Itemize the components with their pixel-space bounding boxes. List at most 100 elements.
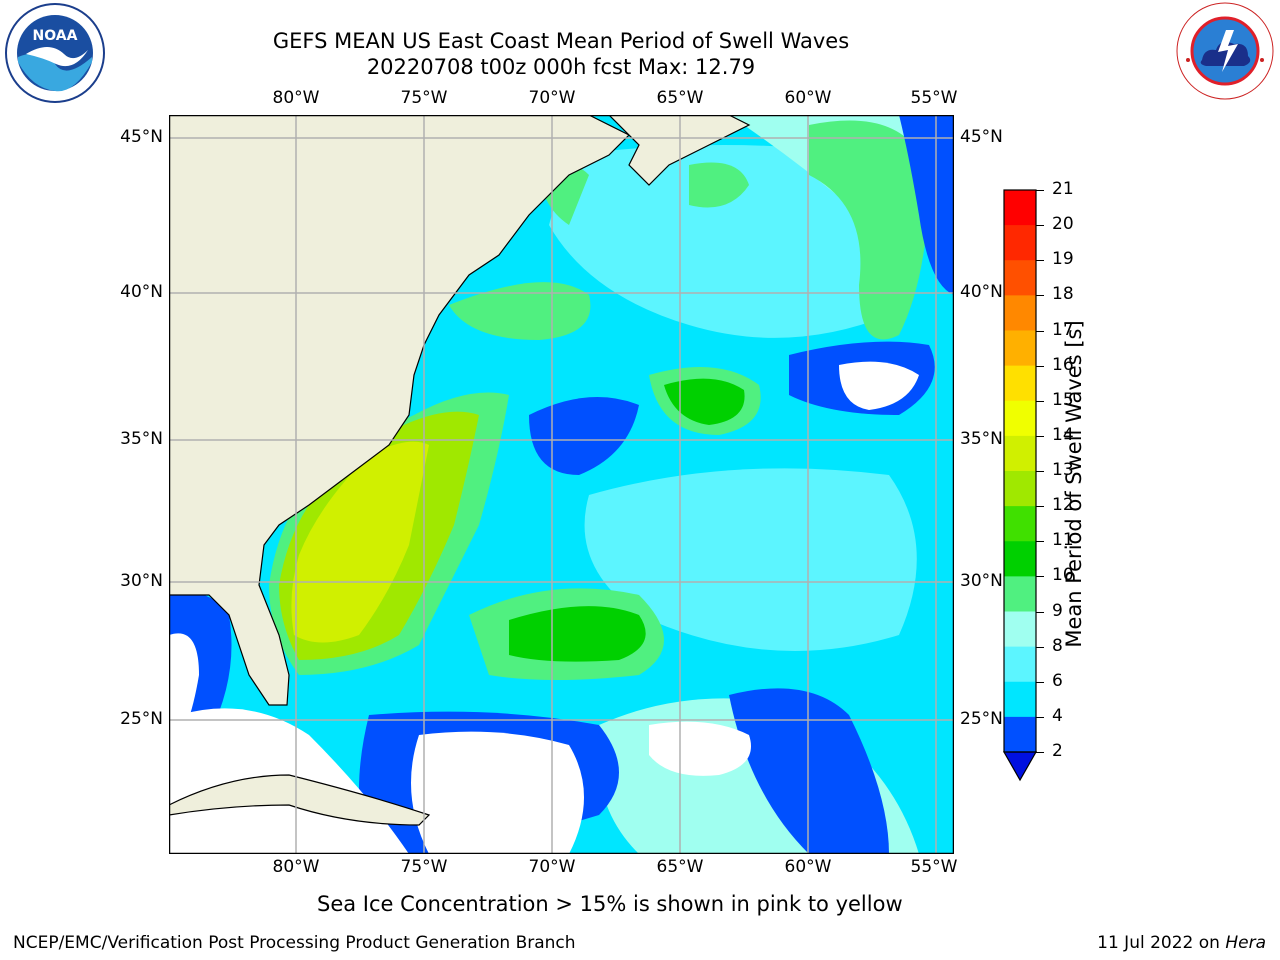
colorbar-box-c12_13 (1004, 471, 1036, 507)
colorbar-tickmark (1036, 260, 1044, 262)
lon-tick-top-70w: 70°W (528, 88, 576, 108)
colorbar-tickmark (1036, 400, 1044, 402)
colorbar-tickmark (1036, 646, 1044, 648)
colorbar-tick-17: 17 (1052, 319, 1074, 340)
colorbar-tickmark (1036, 681, 1044, 683)
lat-tick-left-25n: 25°N (120, 709, 163, 729)
lon-tick-top-80w: 80°W (272, 88, 320, 108)
lon-tick-top-75w: 75°W (400, 88, 448, 108)
colorbar-tick-16: 16 (1052, 354, 1074, 375)
colorbar (1002, 189, 1038, 782)
field-6-8-north (549, 145, 905, 338)
land-cuba (169, 774, 431, 826)
footer-date: 11 Jul 2022 on Hera (1097, 933, 1266, 953)
colorbar-box-c16_17 (1004, 330, 1036, 367)
lon-tick-bottom-65w: 65°W (656, 857, 704, 877)
colorbar-tickmark (1036, 716, 1044, 718)
colorbar-box-c2_4 (1004, 716, 1036, 753)
lat-tick-left-45n: 45°N (120, 127, 163, 147)
field-10-11-south (509, 606, 646, 662)
colorbar-tick-12: 12 (1052, 495, 1074, 516)
colorbar-box-c10_11 (1004, 541, 1036, 577)
nodata-caribbean (411, 731, 584, 854)
colorbar-tick-15: 15 (1052, 389, 1074, 410)
colorbar-box-c6_8 (1004, 646, 1036, 683)
colorbar-tick-19: 19 (1052, 249, 1074, 270)
colorbar-tickmark (1036, 190, 1044, 191)
field-2-4-ne (899, 115, 954, 295)
lon-tick-top-65w: 65°W (656, 88, 704, 108)
colorbar-tickmark (1036, 471, 1044, 472)
colorbar-box-c20_21 (1004, 190, 1036, 226)
colorbar-tickmark (1036, 752, 1044, 753)
nodata-west (169, 633, 199, 755)
field-6-8-central (584, 468, 917, 651)
title-line-2: 20220708 t00z 000h fcst Max: 12.79 (366, 55, 756, 79)
colorbar-label: Mean Period of Swell Waves [s] (1062, 320, 1086, 648)
field-13-14-plume (291, 441, 429, 643)
lon-tick-bottom-80w: 80°W (272, 857, 320, 877)
lon-tick-bottom-75w: 75°W (400, 857, 448, 877)
colorbar-tickmark (1036, 225, 1044, 227)
footer-branch: NCEP/EMC/Verification Post Processing Pr… (13, 933, 576, 953)
colorbar-tickmark (1036, 576, 1044, 578)
colorbar-box-c9_10 (1004, 576, 1036, 612)
lon-tick-bottom-70w: 70°W (528, 857, 576, 877)
lat-tick-left-35n: 35°N (120, 429, 163, 449)
colorbar-tickmark (1036, 330, 1044, 332)
colorbar-box-c17_18 (1004, 295, 1036, 331)
lat-tick-right-25n: 25°N (960, 709, 1003, 729)
colorbar-box-c11_12 (1004, 506, 1036, 542)
land-us-east-coast (169, 115, 631, 706)
colorbar-tick-11: 11 (1052, 530, 1074, 551)
colorbar-box-c14_15 (1004, 400, 1036, 437)
footer-date-text: 11 Jul 2022 on (1097, 933, 1226, 953)
colorbar-box-c15_16 (1004, 365, 1036, 402)
colorbar-under-arrow (1002, 751, 1038, 782)
colorbar-box-c19_20 (1004, 225, 1036, 261)
lon-tick-bottom-55w: 55°W (910, 857, 958, 877)
colorbar-tick-21: 21 (1052, 179, 1074, 199)
title-line-1: GEFS MEAN US East Coast Mean Period of S… (272, 29, 850, 53)
colorbar-tickmark (1036, 295, 1044, 297)
nodata-patch-2 (839, 361, 919, 410)
field-10-11-mid (664, 378, 745, 425)
lat-tick-right-45n: 45°N (960, 127, 1003, 147)
map-frame (169, 115, 954, 854)
land-maritimes (608, 115, 751, 186)
lon-tick-top-55w: 55°W (910, 88, 958, 108)
lat-tick-right-35n: 35°N (960, 429, 1003, 449)
sea-ice-note: Sea Ice Concentration > 15% is shown in … (317, 892, 903, 916)
lat-tick-right-30n: 30°N (960, 571, 1003, 591)
colorbar-tick-8: 8 (1052, 635, 1063, 656)
colorbar-tickmark (1036, 365, 1044, 367)
colorbar-box-c4_6 (1004, 681, 1036, 718)
colorbar-tick-13: 13 (1052, 460, 1074, 480)
colorbar-tickmark (1036, 611, 1044, 613)
lat-tick-right-40n: 40°N (960, 282, 1003, 302)
colorbar-box-c13_14 (1004, 435, 1036, 472)
colorbar-tick-10: 10 (1052, 565, 1074, 586)
nws-logo (1174, 0, 1276, 102)
lat-tick-left-30n: 30°N (120, 571, 163, 591)
colorbar-tick-4: 4 (1052, 705, 1063, 726)
field-9-10-ne (809, 120, 929, 340)
noaa-logo: NOAA (4, 2, 106, 104)
field-2-4-se (729, 688, 889, 854)
footer-machine: Hera (1225, 933, 1266, 953)
field-9-10-patch (689, 162, 749, 208)
graticule (169, 115, 954, 854)
colorbar-tick-14: 14 (1052, 424, 1074, 445)
colorbar-tickmark (1036, 506, 1044, 508)
colorbar-tickmark (1036, 435, 1044, 437)
swell-period-map (169, 115, 954, 854)
field-2-4-mid (529, 397, 639, 475)
colorbar-tick-6: 6 (1052, 670, 1063, 691)
colorbar-tick-20: 20 (1052, 214, 1074, 235)
field-9-10-east (449, 282, 591, 340)
noaa-logo-text: NOAA (33, 28, 78, 44)
colorbar-tick-18: 18 (1052, 284, 1074, 305)
lon-tick-bottom-60w: 60°W (784, 857, 832, 877)
colorbar-box-c8_9 (1004, 611, 1036, 648)
colorbar-tick-9: 9 (1052, 600, 1063, 621)
